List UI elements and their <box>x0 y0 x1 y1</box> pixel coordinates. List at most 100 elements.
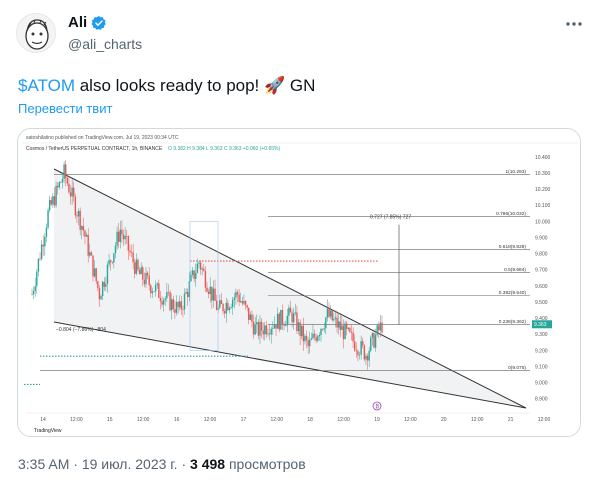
candle-body <box>283 324 285 326</box>
chart-ohlc-line: O 9.382 H 9.384 L 9.363 C 9.363 +0.060 (… <box>168 146 280 152</box>
candle-body <box>58 182 60 188</box>
x-tick-label: 12:00 <box>204 417 217 423</box>
x-tick-label: 12:00 <box>70 417 83 423</box>
avatar[interactable] <box>16 13 56 53</box>
x-tick-label: 21 <box>508 417 514 423</box>
candle-body <box>50 200 52 205</box>
candle-body <box>275 324 277 329</box>
translate-link[interactable]: Перевести твит <box>18 101 113 116</box>
x-tick-label: 12:00 <box>337 417 350 423</box>
candle-body <box>66 177 69 184</box>
candle-body <box>352 332 354 342</box>
candle-body <box>317 336 319 341</box>
candle-body <box>84 230 86 237</box>
x-tick-label: 12:00 <box>271 417 284 423</box>
candle-body <box>172 299 174 310</box>
y-tick-label: 9.600 <box>535 284 548 290</box>
display-name[interactable]: Ali <box>68 14 88 31</box>
candle-body <box>73 187 75 197</box>
candle-body <box>259 321 261 336</box>
candle-body <box>214 288 216 301</box>
candle-body <box>240 301 242 302</box>
candle-body <box>77 210 80 217</box>
y-tick-label: 9.900 <box>535 235 548 241</box>
candle-body <box>257 322 260 336</box>
candle-body <box>233 297 235 300</box>
y-tick-label: 9.000 <box>535 381 548 387</box>
author-handle[interactable]: @ali_charts <box>68 36 143 52</box>
candle-body <box>119 229 122 242</box>
candle-body <box>326 308 329 318</box>
candle-body <box>336 317 338 328</box>
candle-body <box>345 323 348 329</box>
candle-body <box>333 318 335 321</box>
candle-body <box>143 279 146 285</box>
candle-body <box>374 334 377 348</box>
candle-body <box>362 341 364 346</box>
x-axis: 14 12:00 15 12:00 16 12:00 17 12:00 18 12:00 19 12:… <box>26 412 550 423</box>
price-badge-label: 9.363 <box>534 322 547 328</box>
candle-body <box>111 262 113 263</box>
y-tick-label: 9.400 <box>535 316 548 322</box>
candle-body <box>301 325 303 337</box>
chart-image[interactable]: satoshilatino published on TradingView.c… <box>17 128 581 437</box>
more-dots-icon[interactable] <box>564 14 584 34</box>
candle-body <box>201 268 203 270</box>
candle-body <box>371 333 374 338</box>
candle-body <box>85 234 88 237</box>
candle-body <box>121 229 123 235</box>
candle-body <box>150 285 152 294</box>
candle-body <box>185 291 187 294</box>
y-tick-label: 9.500 <box>535 300 548 306</box>
candle-body <box>180 301 183 310</box>
candle-body <box>227 302 229 311</box>
views-label: просмотров <box>228 456 306 472</box>
candle-body <box>347 327 349 329</box>
candle-body <box>309 339 311 347</box>
tweet-time[interactable]: 3:35 AM <box>18 456 70 472</box>
candle-body <box>100 296 102 300</box>
candle-body <box>350 331 353 333</box>
candle-body <box>36 271 38 287</box>
candle-body <box>44 236 46 247</box>
candle-body <box>320 328 322 335</box>
candle-body <box>116 231 118 246</box>
candle-body <box>254 324 256 335</box>
fib-level-label: 0.618(9.828) <box>499 244 527 250</box>
candle-body <box>105 283 107 287</box>
candle-body <box>354 341 356 351</box>
event-marker-icon <box>372 401 382 411</box>
y-tick-label: 9.800 <box>535 252 548 258</box>
candle-body <box>251 314 253 322</box>
candle-body <box>158 283 160 298</box>
candle-body <box>310 338 313 340</box>
candle-body <box>162 299 165 305</box>
candle-body <box>166 292 168 299</box>
candle-body <box>55 185 57 206</box>
cashtag-link[interactable]: $ATOM <box>18 76 75 95</box>
views-count: 3 498 <box>190 456 226 472</box>
tweet-date[interactable]: 19 июл. 2023 г. <box>81 456 178 472</box>
y-tick-label: 10.100 <box>535 203 551 209</box>
candle-body <box>154 284 157 292</box>
author-name-row[interactable]: Ali <box>68 14 107 31</box>
candle-body <box>363 345 366 360</box>
x-tick-label: 12:00 <box>471 417 484 423</box>
fib-level-label: 0(9.075) <box>508 365 526 371</box>
candle-body <box>193 270 195 279</box>
candle-body <box>252 321 255 335</box>
candle-body <box>65 164 67 178</box>
candle-body <box>381 322 383 333</box>
candle-body <box>329 310 332 317</box>
x-tick-label: 12:00 <box>404 417 417 423</box>
x-tick-label: 19 <box>374 417 380 423</box>
fib-level-label: 0.5(9.684) <box>504 267 526 273</box>
tweet-meta: 3:35 AM · 19 июл. 2023 г. · 3 498 просмо… <box>18 456 306 472</box>
wedge-upper-trendline <box>53 168 527 409</box>
candle-body <box>379 322 382 331</box>
candle-body <box>108 260 110 265</box>
candle-body <box>138 269 141 275</box>
candle-body <box>117 231 120 242</box>
candle-body <box>334 317 337 319</box>
candle-body <box>175 301 178 313</box>
